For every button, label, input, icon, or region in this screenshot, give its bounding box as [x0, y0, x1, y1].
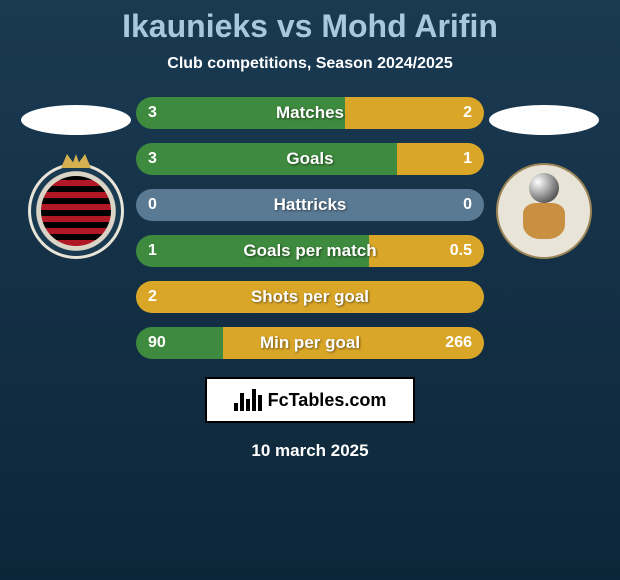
page-title: Ikaunieks vs Mohd Arifin: [122, 8, 498, 45]
soccer-ball-icon: [529, 173, 559, 203]
stat-label: Shots per goal: [251, 287, 369, 307]
date-label: 10 march 2025: [251, 441, 368, 461]
bar-chart-icon: [234, 389, 262, 411]
stat-label: Hattricks: [274, 195, 347, 215]
stat-bar: 90 Min per goal 266: [136, 327, 484, 359]
stat-value-left: 90: [148, 334, 166, 352]
player-left-column: [16, 97, 136, 259]
stat-bar: 3 Goals 1: [136, 143, 484, 175]
stat-bar: 0 Hattricks 0: [136, 189, 484, 221]
stat-label: Goals: [286, 149, 333, 169]
player-left-silhouette: [21, 105, 131, 135]
stats-bars: 3 Matches 2 3 Goals 1 0 Hattricks 0 1 Goals per ma…: [136, 97, 484, 359]
stat-bar: 3 Matches 2: [136, 97, 484, 129]
stat-bar-fill-left: [136, 143, 397, 175]
player-right-column: [484, 97, 604, 259]
stat-value-left: 2: [148, 288, 157, 306]
stat-value-left: 0: [148, 196, 157, 214]
comparison-card: Ikaunieks vs Mohd Arifin Club competitio…: [0, 0, 620, 580]
stat-value-left: 3: [148, 104, 157, 122]
stat-label: Matches: [276, 103, 344, 123]
mascot-icon: [523, 203, 565, 239]
page-subtitle: Club competitions, Season 2024/2025: [167, 55, 452, 73]
stat-bar: 1 Goals per match 0.5: [136, 235, 484, 267]
stat-label: Min per goal: [260, 333, 360, 353]
stat-bar: 2 Shots per goal: [136, 281, 484, 313]
stat-value-right: 1: [463, 150, 472, 168]
stat-value-right: 266: [445, 334, 472, 352]
stat-value-right: 0: [463, 196, 472, 214]
stat-label: Goals per match: [243, 241, 376, 261]
club-badge-left-shield: [41, 176, 111, 246]
stat-value-left: 1: [148, 242, 157, 260]
branding-text: FcTables.com: [268, 390, 387, 411]
stat-value-right: 2: [463, 104, 472, 122]
crown-icon: [61, 154, 91, 168]
main-content: 3 Matches 2 3 Goals 1 0 Hattricks 0 1 Goals per ma…: [0, 97, 620, 359]
branding-badge[interactable]: FcTables.com: [205, 377, 415, 423]
stat-value-right: 0.5: [450, 242, 472, 260]
stat-value-left: 3: [148, 150, 157, 168]
player-right-silhouette: [489, 105, 599, 135]
club-badge-right: [496, 163, 592, 259]
club-badge-left: [28, 163, 124, 259]
